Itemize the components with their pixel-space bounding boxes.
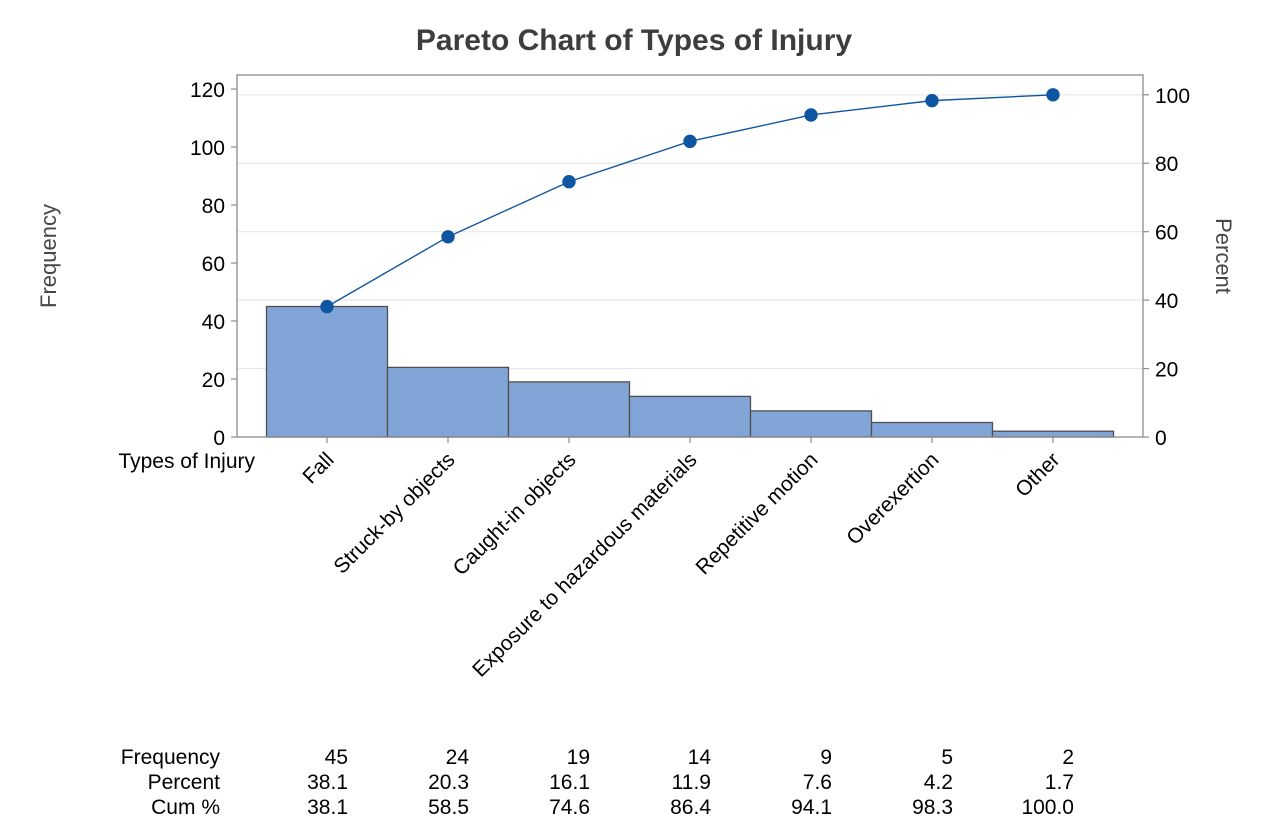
table-value: 1.7 [1045, 771, 1074, 794]
cum-point-repetitive-motion[interactable] [804, 108, 818, 122]
table-value: 14 [688, 746, 712, 769]
table-row-label-frequency: Frequency [121, 746, 221, 769]
category-label-fall: Fall [298, 448, 338, 488]
table-value: 11.9 [672, 771, 711, 794]
table-value: 94.1 [791, 796, 832, 819]
table-value: 2 [1062, 746, 1074, 769]
bars [265, 305, 1115, 438]
right-tick-label: 100 [1155, 85, 1190, 108]
right-tick-label: 60 [1155, 222, 1178, 245]
left-tick-label: 20 [202, 369, 225, 392]
bar-struck-by-objects[interactable] [386, 366, 510, 438]
table-value: 4.2 [924, 771, 953, 794]
table-value: 100.0 [1021, 796, 1074, 819]
table-value: 38.1 [307, 796, 348, 819]
table-row-label-percent: Percent [148, 771, 221, 794]
right-tick-label: 80 [1155, 153, 1178, 176]
table-value: 38.1 [307, 771, 348, 794]
plot-frame-and-ticks [231, 74, 1149, 443]
category-label-other: Other [1011, 448, 1064, 501]
cum-point-other[interactable] [1046, 88, 1060, 102]
table-value: 86.4 [670, 796, 711, 819]
summary-table: Frequency 45 24 19 14 9 5 2 Percent 38.1 20.3 16.1 1… [121, 746, 1074, 819]
right-tick-label: 40 [1155, 290, 1178, 313]
category-label-exposure-to-hazardous-materials: Exposure to hazardous materials [468, 448, 701, 681]
cum-point-overexertion[interactable] [925, 93, 939, 108]
cum-point-struck-by-objects[interactable] [441, 230, 455, 244]
right-tick-label: 0 [1155, 427, 1167, 450]
bar-fall[interactable] [265, 305, 389, 438]
x-axis-title: Types of Injury [118, 450, 255, 473]
left-tick-label: 0 [213, 427, 225, 450]
right-tick-label: 20 [1155, 359, 1178, 382]
table-value: 24 [446, 746, 470, 769]
left-tick-label: 100 [190, 137, 225, 160]
table-value: 74.6 [549, 796, 590, 819]
category-label-caught-in-objects: Caught-in objects [449, 448, 581, 580]
category-label-overexertion: Overexertion [842, 448, 943, 549]
bar-exposure-to-hazardous-materials[interactable] [628, 395, 752, 438]
table-value: 20.3 [428, 771, 469, 794]
gridlines [237, 94, 1143, 370]
bar-overexertion[interactable] [870, 421, 994, 438]
cum-point-exposure-to-hazardous-materials[interactable] [683, 134, 697, 149]
left-tick-label: 120 [190, 79, 225, 102]
table-value: 9 [820, 746, 832, 769]
cumulative-percent-line [326, 94, 1054, 308]
table-value: 19 [567, 746, 590, 769]
cum-point-caught-in-objects[interactable] [562, 175, 576, 189]
table-row-label-cum: Cum % [151, 796, 220, 819]
category-label-repetitive-motion: Repetitive motion [692, 448, 823, 579]
cumulative-line [320, 88, 1060, 314]
left-tick-label: 40 [202, 311, 225, 334]
table-value: 16.1 [549, 771, 590, 794]
chart-title: Pareto Chart of Types of Injury [416, 24, 852, 57]
table-value: 58.5 [428, 796, 469, 819]
bar-other[interactable] [991, 430, 1115, 438]
table-value: 5 [941, 746, 953, 769]
bar-caught-in-objects[interactable] [507, 381, 631, 438]
right-axis-title: Percent [1211, 218, 1236, 294]
left-tick-label: 60 [202, 253, 225, 276]
left-tick-label: 80 [202, 195, 225, 218]
bar-repetitive-motion[interactable] [749, 410, 873, 438]
category-label-struck-by-objects: Struck-by objects [329, 448, 459, 578]
table-value: 98.3 [912, 796, 953, 819]
table-value: 7.6 [803, 771, 832, 794]
table-value: 45 [325, 746, 348, 769]
left-axis-title: Frequency [36, 204, 61, 308]
cum-point-fall[interactable] [320, 299, 334, 314]
